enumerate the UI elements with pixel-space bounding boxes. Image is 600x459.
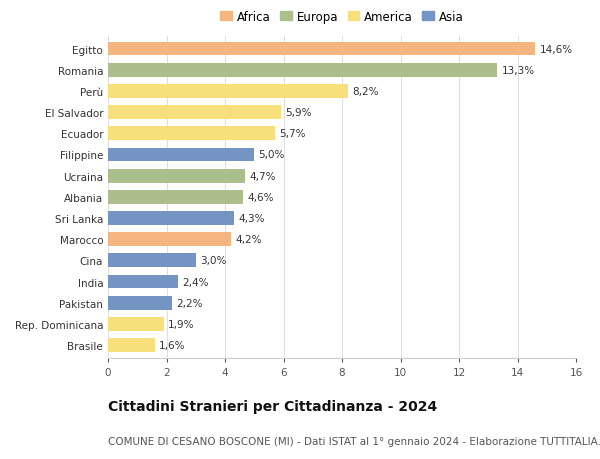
Bar: [108, 254, 196, 268]
Bar: [108, 338, 155, 352]
Bar: [108, 169, 245, 183]
Bar: [108, 43, 535, 56]
Bar: [108, 317, 164, 331]
Bar: [108, 296, 172, 310]
Text: 4,3%: 4,3%: [238, 213, 265, 224]
Text: 2,2%: 2,2%: [177, 298, 203, 308]
Text: 5,7%: 5,7%: [279, 129, 305, 139]
Bar: [108, 64, 497, 78]
Text: 5,0%: 5,0%: [259, 150, 285, 160]
Text: 8,2%: 8,2%: [352, 87, 379, 97]
Bar: [108, 127, 275, 141]
Bar: [108, 212, 234, 225]
Text: 4,2%: 4,2%: [235, 235, 262, 245]
Text: 5,9%: 5,9%: [285, 108, 311, 118]
Bar: [108, 148, 254, 162]
Text: COMUNE DI CESANO BOSCONE (MI) - Dati ISTAT al 1° gennaio 2024 - Elaborazione TUT: COMUNE DI CESANO BOSCONE (MI) - Dati IST…: [108, 436, 600, 446]
Bar: [108, 275, 178, 289]
Text: 3,0%: 3,0%: [200, 256, 227, 266]
Text: 13,3%: 13,3%: [502, 66, 535, 76]
Bar: [108, 106, 281, 120]
Legend: Africa, Europa, America, Asia: Africa, Europa, America, Asia: [220, 11, 464, 23]
Bar: [108, 85, 348, 99]
Text: 4,6%: 4,6%: [247, 192, 274, 202]
Text: 1,9%: 1,9%: [168, 319, 194, 329]
Text: 14,6%: 14,6%: [539, 45, 572, 55]
Bar: [108, 190, 242, 204]
Bar: [108, 233, 231, 246]
Text: 1,6%: 1,6%: [159, 340, 185, 350]
Text: Cittadini Stranieri per Cittadinanza - 2024: Cittadini Stranieri per Cittadinanza - 2…: [108, 399, 437, 413]
Text: 4,7%: 4,7%: [250, 171, 277, 181]
Text: 2,4%: 2,4%: [182, 277, 209, 287]
